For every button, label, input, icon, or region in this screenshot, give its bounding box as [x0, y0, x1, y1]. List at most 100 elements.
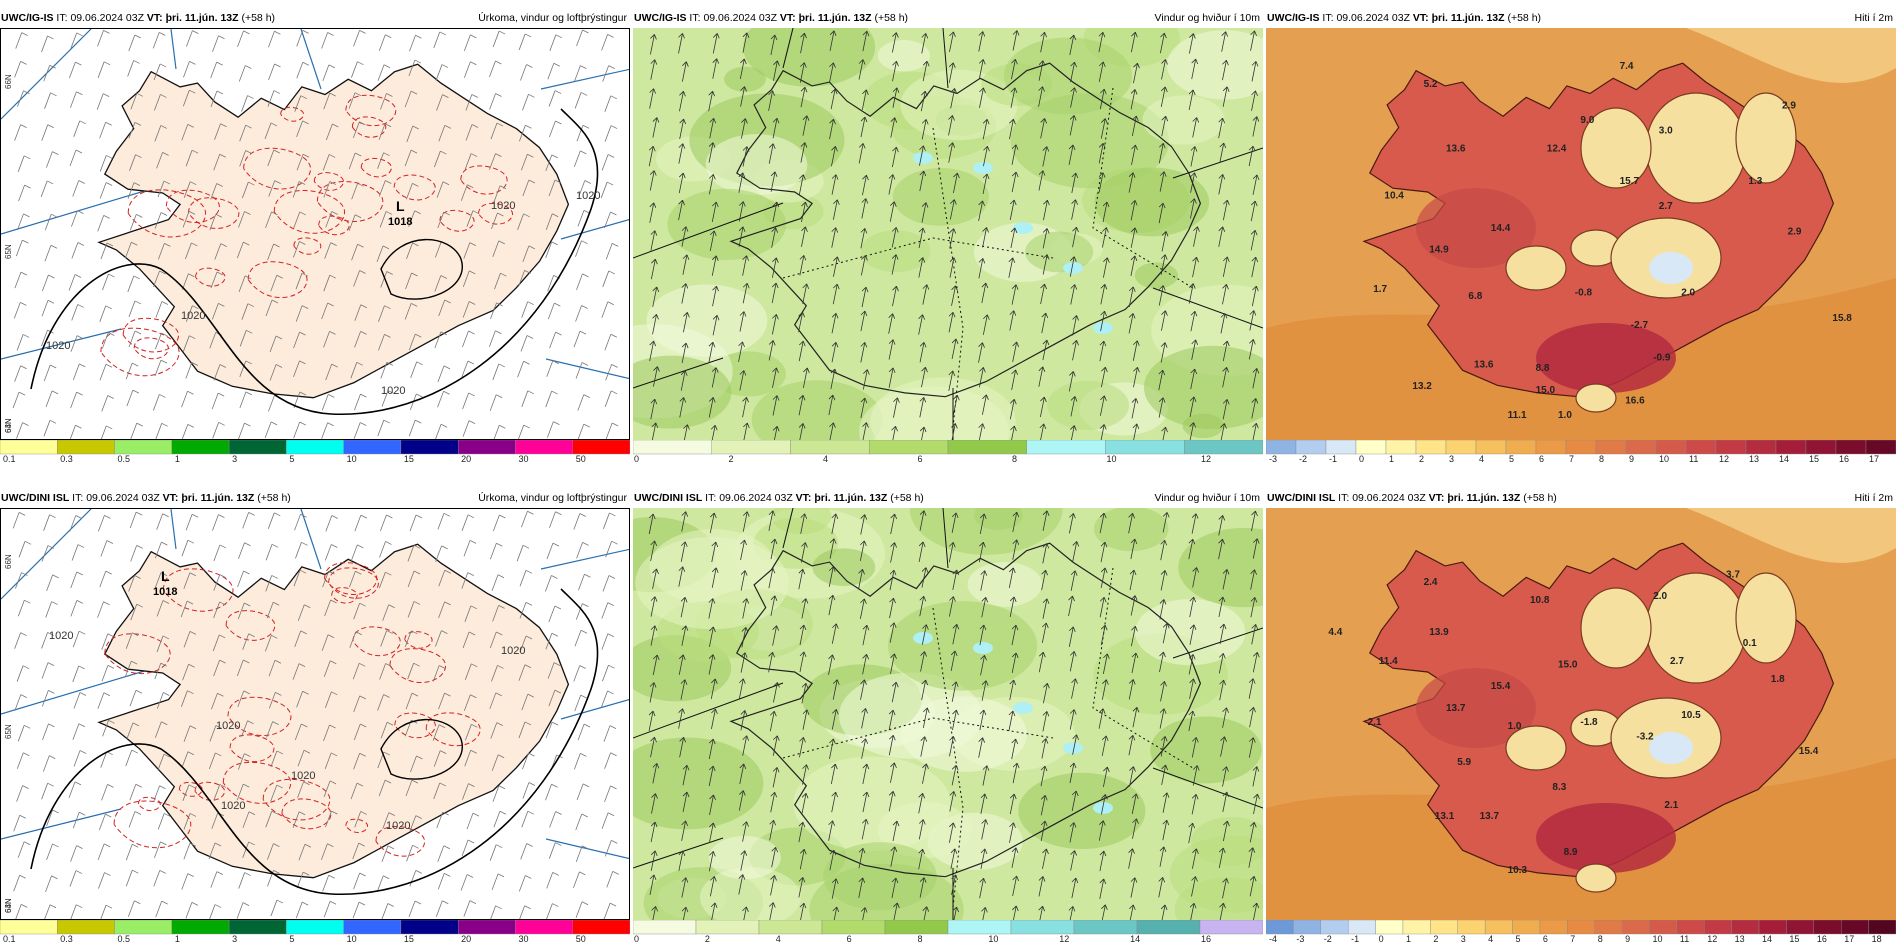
map-canvas[interactable]: 7.45.29.03.02.913.6 12.415.7 1.310.42.714.…: [1266, 28, 1896, 440]
wind-barb-flag: [47, 782, 54, 787]
wind-arrow: [982, 765, 988, 786]
wind-speed-patch: [708, 836, 781, 880]
wind-barb: [462, 330, 469, 348]
wind-barb-flag: [160, 841, 167, 846]
colorbar-swatch: [1567, 920, 1595, 935]
wind-barb: [437, 211, 445, 229]
colorbar-tick-label: 2: [1419, 454, 1424, 463]
wind-barb-flag: [134, 811, 142, 815]
wind-barb: [432, 724, 440, 741]
wind-arrow: [799, 423, 804, 440]
panel-header: UWC/IG-IS IT: 09.06.2024 03Z VT: þri. 11…: [0, 8, 630, 28]
wind-speed-patch: [1134, 262, 1179, 289]
wind-arrow: [1130, 32, 1136, 53]
wind-arrow: [653, 366, 658, 387]
wind-arrow: [680, 679, 686, 700]
wind-barb-flag: [414, 59, 422, 64]
map-area[interactable]: 1020 1020 1020 1020 1020 L 1018 66N 65N 64N 63N: [0, 28, 630, 440]
map-canvas[interactable]: 102010201020102010201020L101866N65N64N63…: [1, 509, 630, 920]
isobar: [30, 588, 599, 895]
wind-arrow: [678, 850, 684, 871]
wind-arrow-head: [921, 119, 929, 125]
wind-barb: [577, 424, 585, 439]
wind-barb: [601, 34, 608, 51]
valid-time-label: VT:: [162, 492, 179, 504]
colorbar-tick-label: 10: [988, 934, 998, 943]
wind-barb-flag: [551, 154, 558, 159]
wind-barb: [575, 603, 583, 620]
wind-arrow-head: [1068, 906, 1076, 912]
wind-barb-flag: [75, 515, 82, 519]
wind-barb: [101, 332, 109, 349]
wind-arrow-head: [832, 679, 840, 685]
wind-barb-flag: [356, 361, 363, 366]
wind-arrow-head: [798, 423, 806, 429]
map-canvas[interactable]: [633, 28, 1263, 440]
precip-contour: [273, 190, 346, 234]
warm-area: [1536, 803, 1676, 873]
wind-barb: [435, 545, 442, 562]
colorbar-swatch: [1293, 920, 1321, 935]
wind-arrow-head: [649, 170, 657, 176]
wind-barb: [494, 273, 501, 290]
wind-barb-flag: [159, 785, 166, 790]
wind-speed-patch: [1150, 716, 1262, 784]
wind-arrow: [681, 283, 687, 304]
wind-arrow: [742, 32, 748, 53]
wind-arrow-head: [889, 569, 897, 576]
wind-barb-flag: [300, 513, 307, 518]
map-canvas[interactable]: 2.43.710.8 2.04.4 13.911.4 15.00.12.715.41.…: [1266, 508, 1896, 920]
temperature-value: 2.9: [1788, 226, 1802, 237]
wind-barb: [462, 392, 470, 410]
wind-barb-flag: [440, 331, 448, 336]
wind-barb: [237, 753, 245, 770]
wind-arrow: [1101, 794, 1106, 815]
map-area[interactable]: 7.4 5.2 9.0 3.0 2.9 13.6 12.4 15.7 1.3 10.4 2.7 14.…: [1266, 28, 1896, 440]
colorbar-swatch: [400, 440, 459, 455]
wind-arrow: [1131, 144, 1136, 166]
wind-barb-flag: [219, 364, 227, 368]
map-area[interactable]: [633, 508, 1263, 920]
wind-barb-flag: [48, 274, 55, 279]
wind-barb-flag: [471, 723, 478, 728]
colorbar-swatch: [286, 920, 344, 935]
wind-barb: [152, 32, 160, 49]
wind-barb: [267, 90, 275, 107]
wind-arrow: [652, 286, 658, 308]
wind-barb-flag: [132, 632, 139, 637]
colorbar-swatch: [1512, 920, 1541, 935]
wind-barb: [210, 183, 218, 200]
wind-arrow-head: [1068, 626, 1076, 633]
wind-barb-flag: [359, 121, 366, 126]
wind-barb-flag: [551, 390, 558, 395]
wind-arrow-head: [921, 567, 929, 573]
map-area[interactable]: [633, 28, 1263, 440]
wind-barb-flag: [135, 689, 143, 694]
map-area[interactable]: 2.4 3.7 10.8 2.0 4.4 13.9 11.4 15.0 0.1 2.7 15.4 1.…: [1266, 508, 1896, 920]
wind-barb: [127, 182, 135, 199]
wind-barb: [382, 604, 390, 621]
wind-barb-flag: [500, 272, 507, 277]
wind-arrow: [1038, 86, 1043, 107]
wind-barb-flag: [21, 904, 28, 908]
wind-barb-flag: [495, 844, 503, 849]
map-canvas[interactable]: [633, 508, 1263, 920]
wind-barb-flag: [161, 422, 168, 427]
colorbar-tick-label: 12: [1707, 934, 1717, 943]
wind-barb-flag: [191, 242, 198, 247]
wind-arrow-head: [862, 30, 870, 37]
wind-arrow-head: [1009, 822, 1016, 828]
wind-arrow-head: [1099, 512, 1107, 519]
wind-barb: [323, 275, 331, 292]
map-area[interactable]: 1020 1020 1020 1020 1020 1020 L 1018 66N 65N 64N 63…: [0, 508, 630, 920]
wind-barb-flag: [329, 92, 336, 97]
wind-barb-flag: [354, 92, 362, 97]
wind-barb: [292, 811, 300, 828]
wind-arrow: [829, 538, 835, 559]
wind-barb: [14, 124, 21, 141]
colorbar-tick-label: 0: [1359, 454, 1364, 463]
wind-barb: [130, 422, 138, 439]
wind-arrow-head: [922, 624, 929, 630]
wind-arrow: [1160, 736, 1166, 757]
